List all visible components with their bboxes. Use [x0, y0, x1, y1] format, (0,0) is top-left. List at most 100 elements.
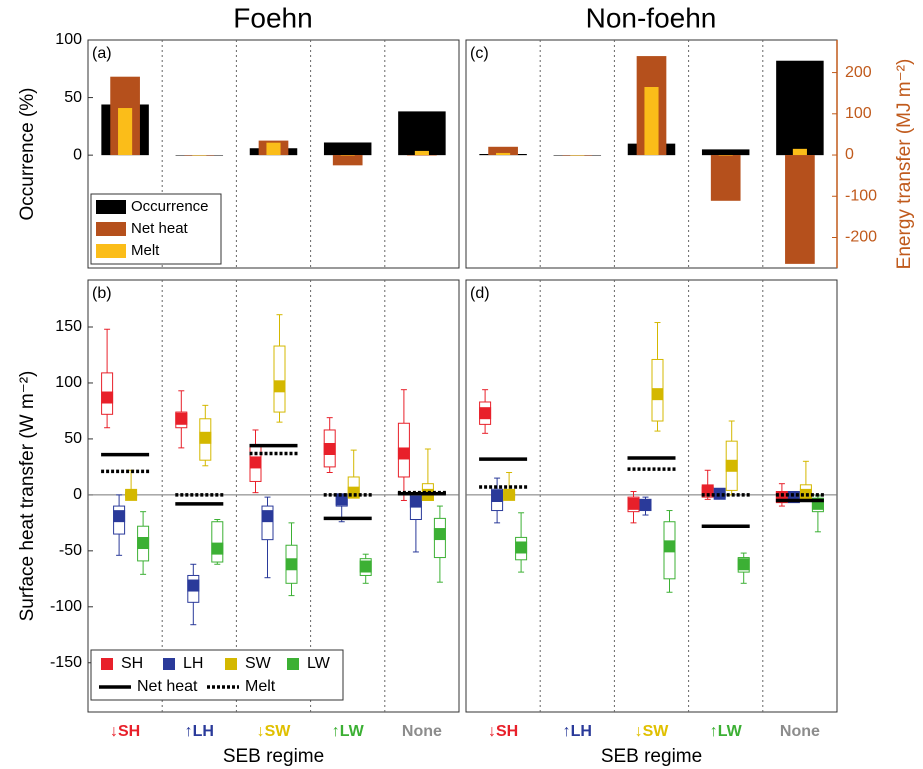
median — [515, 541, 528, 554]
bar — [398, 111, 446, 156]
bar — [644, 87, 659, 156]
bar — [414, 150, 429, 156]
y-axis-label: Occurrence (%) — [17, 87, 38, 220]
bar — [323, 142, 372, 156]
legend-swatch — [96, 222, 126, 236]
column-title: Foehn — [233, 2, 312, 33]
panel-label: (d) — [470, 285, 490, 302]
y2-axis-label: Energy transfer (MJ m⁻²) — [894, 59, 915, 270]
x-tick-label: None — [780, 723, 820, 740]
legend-label: Melt — [131, 242, 160, 259]
median — [101, 391, 114, 404]
legend-label: Net heat — [131, 220, 189, 237]
legend-swatch — [287, 658, 299, 670]
x-tick-label: ↑LH — [563, 723, 592, 740]
median — [651, 388, 664, 401]
median — [397, 447, 410, 460]
median — [187, 579, 200, 592]
y-tick-label: 150 — [55, 318, 82, 335]
legend-swatch — [96, 244, 126, 258]
legend-label: LW — [307, 655, 331, 672]
column-title: Non-foehn — [586, 2, 717, 33]
bar — [332, 155, 363, 166]
median — [433, 528, 446, 541]
median — [199, 431, 212, 444]
x-tick-label: ↑LH — [185, 723, 214, 740]
median — [261, 510, 274, 523]
median — [285, 558, 298, 571]
legend-label: Occurrence — [131, 198, 209, 215]
y-axis-label: Surface heat transfer (W m⁻²) — [17, 371, 38, 622]
median — [737, 558, 750, 571]
median — [249, 456, 262, 469]
y-tick-label: 0 — [73, 146, 82, 163]
x-tick-label: ↓SH — [110, 723, 140, 740]
panel-label: (a) — [92, 45, 112, 62]
median — [409, 495, 422, 508]
y-tick-label: 50 — [64, 89, 82, 106]
box — [261, 505, 274, 541]
y-tick-label: -100 — [50, 598, 82, 615]
median — [113, 510, 126, 523]
bar — [118, 108, 133, 156]
median — [175, 412, 188, 425]
median — [491, 490, 504, 502]
y-tick-label: -50 — [59, 542, 82, 559]
median — [639, 498, 652, 511]
panel-frame — [87, 39, 460, 269]
median — [725, 459, 738, 472]
bar — [701, 149, 750, 156]
x-tick-label: ↑LW — [710, 723, 743, 740]
y2-tick-label: -100 — [845, 187, 877, 204]
panel-label: (c) — [470, 45, 489, 62]
bar — [496, 152, 511, 156]
median — [323, 442, 336, 455]
median — [359, 560, 372, 573]
x-tick-label: ↓SW — [635, 723, 670, 740]
median — [627, 497, 640, 510]
bar — [266, 142, 281, 156]
x-tick-label: None — [402, 723, 442, 740]
bar — [785, 155, 815, 264]
legend-label: SW — [245, 655, 272, 672]
bar — [710, 155, 741, 201]
median — [503, 488, 516, 501]
y-tick-label: -150 — [50, 654, 82, 671]
median — [663, 540, 676, 553]
legend-swatch — [101, 658, 113, 670]
x-tick-label: ↑LW — [332, 723, 365, 740]
x-tick-label: ↓SH — [488, 723, 518, 740]
panel-frame — [465, 279, 838, 713]
legend-box — [90, 649, 344, 701]
box — [211, 521, 224, 563]
y2-tick-label: 0 — [845, 146, 854, 163]
x-tick-label: ↓SW — [257, 723, 292, 740]
legend-label: SH — [121, 655, 143, 672]
y2-tick-label: 200 — [845, 64, 872, 81]
legend-swatch — [163, 658, 175, 670]
median — [273, 380, 286, 393]
box — [273, 345, 286, 413]
x-axis-label: SEB regime — [601, 746, 702, 767]
median — [479, 407, 492, 420]
median — [347, 486, 360, 499]
y-tick-label: 0 — [73, 486, 82, 503]
panel-frame — [87, 279, 460, 713]
legend-swatch — [225, 658, 237, 670]
y-tick-label: 100 — [55, 31, 82, 48]
panel-label: (b) — [92, 285, 112, 302]
bar — [488, 146, 518, 156]
y-tick-label: 100 — [55, 374, 82, 391]
y-tick-label: 50 — [64, 430, 82, 447]
median — [211, 542, 224, 555]
bar — [407, 155, 437, 156]
bar — [792, 148, 807, 156]
legend-label: Melt — [245, 678, 276, 695]
bar — [192, 155, 207, 156]
y2-tick-label: -200 — [845, 229, 877, 246]
bar — [718, 155, 733, 156]
median — [137, 537, 150, 550]
y2-tick-label: 100 — [845, 105, 872, 122]
bar — [776, 60, 824, 156]
bar — [570, 155, 585, 156]
